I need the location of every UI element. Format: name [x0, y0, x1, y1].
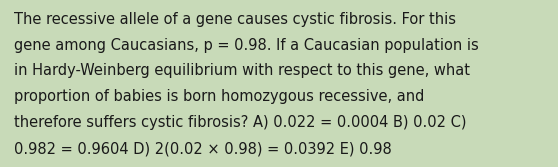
Text: gene among Caucasians, p = 0.98. If a Caucasian population is: gene among Caucasians, p = 0.98. If a Ca…: [14, 38, 479, 53]
Text: The recessive allele of a gene causes cystic fibrosis. For this: The recessive allele of a gene causes cy…: [14, 12, 456, 27]
Text: therefore suffers cystic fibrosis? A) 0.022 = 0.0004 B) 0.02 C): therefore suffers cystic fibrosis? A) 0.…: [14, 115, 466, 130]
Text: in Hardy-Weinberg equilibrium with respect to this gene, what: in Hardy-Weinberg equilibrium with respe…: [14, 63, 470, 78]
Text: proportion of babies is born homozygous recessive, and: proportion of babies is born homozygous …: [14, 89, 424, 104]
Text: 0.982 = 0.9604 D) 2(0.02 × 0.98) = 0.0392 E) 0.98: 0.982 = 0.9604 D) 2(0.02 × 0.98) = 0.039…: [14, 141, 392, 156]
